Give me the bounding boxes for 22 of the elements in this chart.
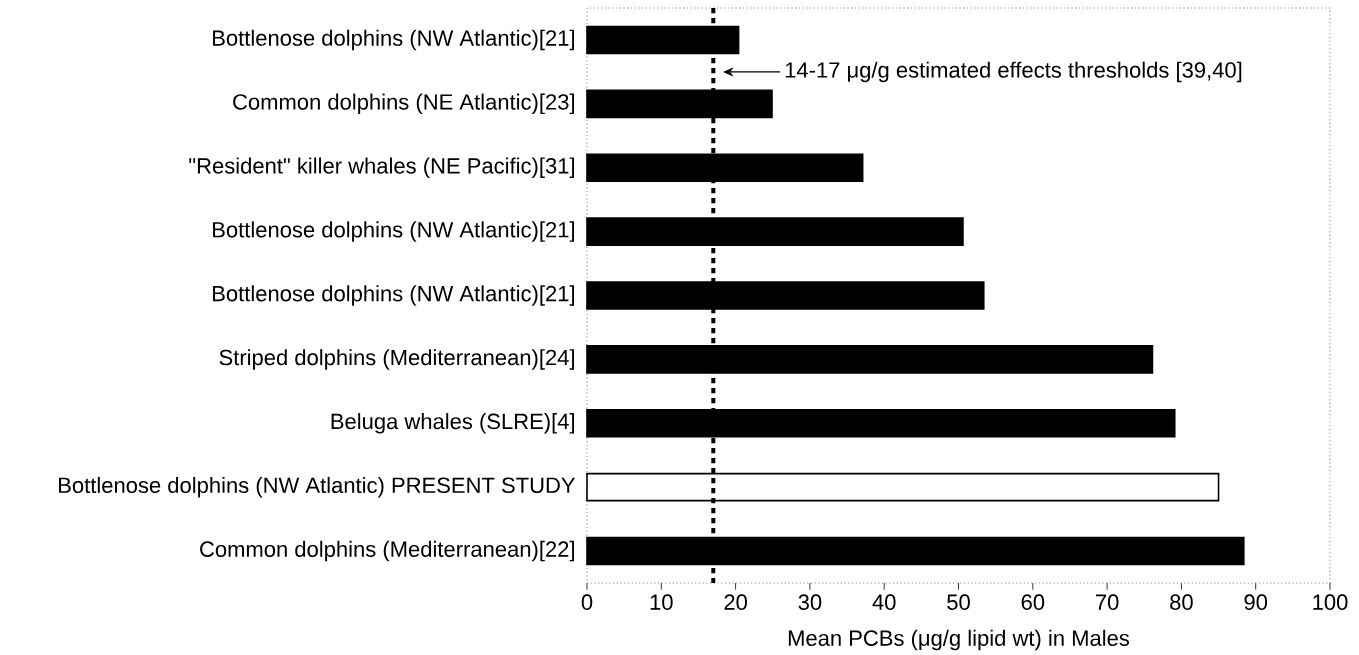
y-tick-label: Bottlenose dolphins (NW Atlantic)[21] bbox=[213, 285, 574, 306]
x-tick-label: 30 bbox=[798, 594, 822, 611]
x-tick-label: 10 bbox=[650, 594, 673, 611]
y-tick-label: "Resident" killer whales (NE Pacific)[31] bbox=[189, 157, 574, 179]
x-tick-label: 90 bbox=[1244, 594, 1268, 611]
x-tick-label: 100 bbox=[1313, 594, 1348, 611]
y-tick-label: Beluga whales (SLRE)[4] bbox=[331, 413, 574, 434]
y-tick-label: Bottlenose dolphins (NW Atlantic) PRESENT STUDY bbox=[59, 477, 576, 498]
x-tick-label: 60 bbox=[1021, 594, 1045, 611]
x-tick-label: 80 bbox=[1170, 594, 1193, 611]
x-tick-label: 40 bbox=[872, 594, 896, 611]
ref-line-label: 14-17 μg/g estimated effects thresholds [39,40] bbox=[785, 61, 1242, 83]
y-tick-label: Bottlenose dolphins (NW Atlantic)[21] bbox=[213, 29, 574, 51]
x-tick-label: 20 bbox=[724, 594, 747, 611]
x-tick-label: 50 bbox=[947, 594, 970, 611]
y-tick-label: Common dolphins (Mediterranean)[22] bbox=[200, 540, 574, 562]
x-tick-label: 0 bbox=[581, 594, 593, 611]
y-tick-label: Common dolphins (NE Atlantic)[23] bbox=[233, 93, 574, 115]
y-tick-label: Bottlenose dolphins (NW Atlantic)[21] bbox=[213, 221, 574, 243]
y-tick-label: Striped dolphins (Mediterranean)[24] bbox=[219, 349, 574, 370]
x-axis-title: Mean PCBs (μg/g lipid wt) in Males bbox=[788, 629, 1130, 651]
x-tick-label: 70 bbox=[1096, 594, 1119, 611]
